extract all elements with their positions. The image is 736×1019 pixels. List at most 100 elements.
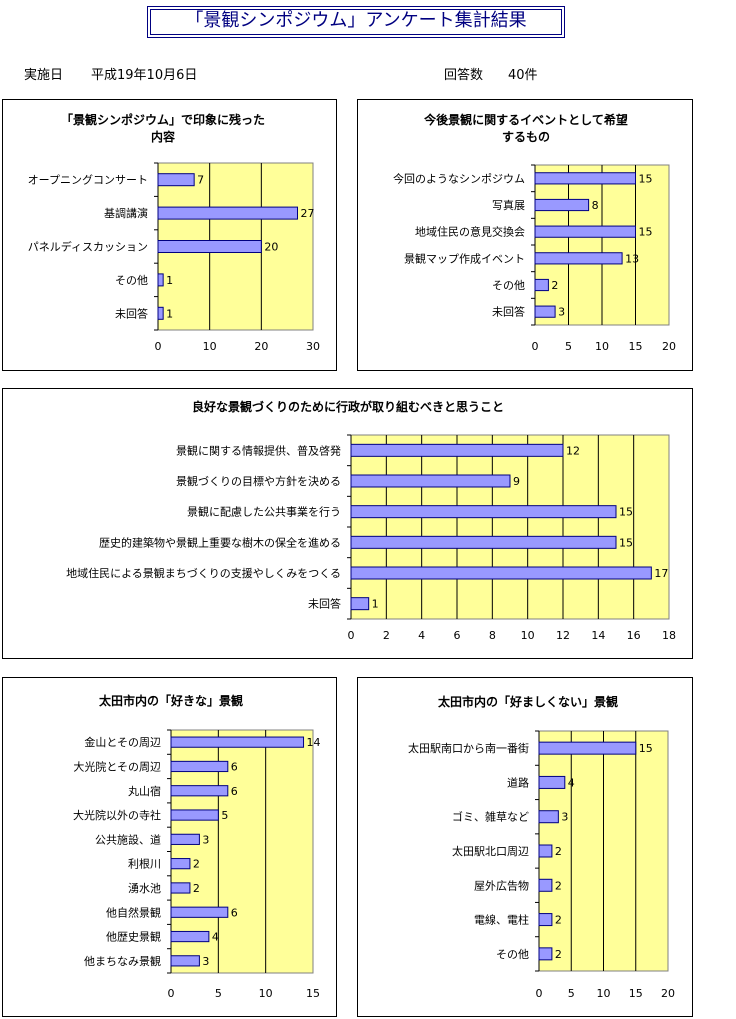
unfavorable-bar (538, 947, 553, 961)
administration-bar (350, 474, 511, 488)
chart-favorite-scenery: 太田市内の「好きな」景観 0 5 10 15 金山とその周辺 14 大光院とその周辺 6 丸山宿 6… (73, 693, 321, 1000)
impression-value-label: 20 (264, 241, 278, 254)
chart-title-line: するもの (502, 130, 550, 144)
chart-panel-future-events: 今後景観に関するイベントとして希望 するもの 0 5 10 15 20 今回のようなシンポジウ… (357, 99, 693, 371)
administration-category-label: 地域住民による景観まちづくりの支援やしくみをつくる (66, 566, 341, 580)
administration-category-label: 景観づくりの目標や方針を決める (176, 474, 341, 488)
x-tick-label: 30 (306, 340, 320, 353)
chart-panel-administration: 良好な景観づくりのために行政が取り組むべきと思うこと 0 2 4 6 8 10 12 14 16 1… (2, 388, 693, 659)
impression-value-label: 7 (197, 174, 204, 187)
unfavorable-bar (538, 844, 553, 858)
chart-panel-impression: 「景観シンポジウム」で印象に残った 内容 0 10 20 30 オープニングコンサート 7 基調… (2, 99, 337, 371)
favorite-value-label: 3 (202, 833, 209, 846)
impression-bar (157, 206, 298, 220)
x-tick-label: 5 (565, 340, 572, 353)
future-event-value-label: 15 (639, 172, 653, 185)
administration-bar (350, 443, 564, 457)
administration-value-label: 12 (566, 444, 580, 457)
future-event-value-label: 8 (592, 199, 599, 212)
favorite-category-label: 他自然景観 (106, 905, 161, 919)
chart-title-line: 良好な景観づくりのために行政が取り組むべきと思うこと (192, 399, 504, 414)
future-event-bar (534, 172, 636, 185)
report-title-inner-border (150, 9, 562, 35)
x-tick-label: 0 (536, 987, 543, 1000)
x-tick-label: 0 (532, 340, 539, 353)
impression-bar (157, 173, 195, 187)
x-tick-label: 20 (662, 340, 676, 353)
unfavorable-bar (538, 878, 553, 892)
future-event-value-label: 2 (551, 279, 558, 292)
future-event-bar (534, 252, 623, 265)
favorite-bar (170, 760, 229, 773)
administration-value-label: 9 (513, 475, 520, 488)
unfavorable-value-label: 2 (555, 879, 562, 892)
unfavorable-bar (538, 741, 637, 755)
favorite-bar (170, 736, 305, 748)
x-tick-label: 5 (568, 987, 575, 1000)
favorite-category-label: 丸山宿 (128, 784, 161, 798)
chart-title-line: 今後景観に関するイベントとして希望 (423, 112, 628, 127)
x-tick-label: 10 (203, 340, 217, 353)
administration-value-label: 15 (619, 506, 633, 519)
report-title-box: 「景観シンポジウム」アンケート集計結果 (147, 6, 565, 38)
chart-title-line: 太田市内の「好きな」景観 (99, 693, 243, 708)
impression-value-label: 1 (166, 274, 173, 287)
unfavorable-value-label: 2 (555, 845, 562, 858)
administration-value-label: 1 (372, 598, 379, 611)
future-event-value-label: 3 (558, 306, 565, 319)
x-tick-label: 0 (155, 340, 162, 353)
impression-value-label: 1 (166, 307, 173, 320)
date-value: 平成19年10月6日 (91, 68, 198, 83)
future-event-bar (534, 305, 556, 318)
x-tick-label: 0 (168, 987, 175, 1000)
x-tick-label: 10 (595, 340, 609, 353)
chart-unfavorable-scenery: 太田市内の「好ましくない」景観 0 5 10 15 20 太田駅南口から南一番街 15 道路 4 ゴ… (408, 694, 675, 1000)
favorite-bar (170, 833, 200, 845)
future-event-category-label: 写真展 (492, 198, 525, 212)
favorite-category-label: 利根川 (128, 857, 161, 871)
administration-category-label: 未回答 (308, 597, 341, 611)
x-tick-label: 4 (418, 629, 425, 642)
chart-title-line: 太田市内の「好ましくない」景観 (438, 694, 618, 709)
favorite-bar (170, 858, 191, 870)
x-tick-label: 0 (348, 629, 355, 642)
impression-bar (157, 240, 262, 253)
future-event-category-label: 景観マップ作成イベント (404, 251, 525, 265)
x-tick-label: 10 (259, 987, 273, 1000)
future-event-value-label: 15 (639, 226, 653, 239)
impression-category-label: パネルディスカッション (28, 240, 148, 254)
unfavorable-value-label: 2 (555, 948, 562, 961)
chart-panel-favorite-scenery: 太田市内の「好きな」景観 0 5 10 15 金山とその周辺 14 大光院とその周辺 6 丸山宿 6… (2, 677, 337, 1017)
x-tick-label: 14 (591, 629, 605, 642)
x-tick-label: 6 (454, 629, 461, 642)
favorite-value-label: 4 (212, 931, 219, 944)
x-tick-label: 15 (629, 987, 643, 1000)
administration-bar (350, 566, 652, 580)
date-label: 実施日 (24, 68, 64, 83)
x-tick-label: 10 (521, 629, 535, 642)
chart-title-line: 内容 (151, 129, 175, 144)
favorite-value-label: 2 (193, 882, 200, 895)
administration-bar (350, 597, 370, 611)
count-value: 40件 (508, 68, 538, 83)
chart-administration: 良好な景観づくりのために行政が取り組むべきと思うこと 0 2 4 6 8 10 12 14 16 1… (66, 399, 676, 642)
favorite-bar (170, 809, 219, 821)
x-tick-label: 18 (662, 629, 676, 642)
unfavorable-value-label: 3 (561, 811, 568, 824)
future-event-value-label: 13 (625, 252, 639, 265)
favorite-category-label: 大光院以外の寺社 (73, 808, 161, 822)
impression-bar (157, 306, 164, 320)
favorite-category-label: 湧水池 (128, 882, 161, 895)
favorite-bar (170, 785, 229, 797)
report-title: 「景観シンポジウム」アンケート集計結果 (185, 10, 527, 31)
favorite-bar (170, 882, 191, 894)
favorite-value-label: 5 (221, 809, 228, 822)
future-event-category-label: 今回のようなシンポジウム (393, 171, 525, 185)
x-tick-label: 8 (489, 629, 496, 642)
impression-category-label: 未回答 (115, 306, 148, 320)
impression-category-label: オープニングコンサート (28, 173, 148, 187)
x-tick-label: 5 (215, 987, 222, 1000)
favorite-bar (170, 906, 229, 918)
